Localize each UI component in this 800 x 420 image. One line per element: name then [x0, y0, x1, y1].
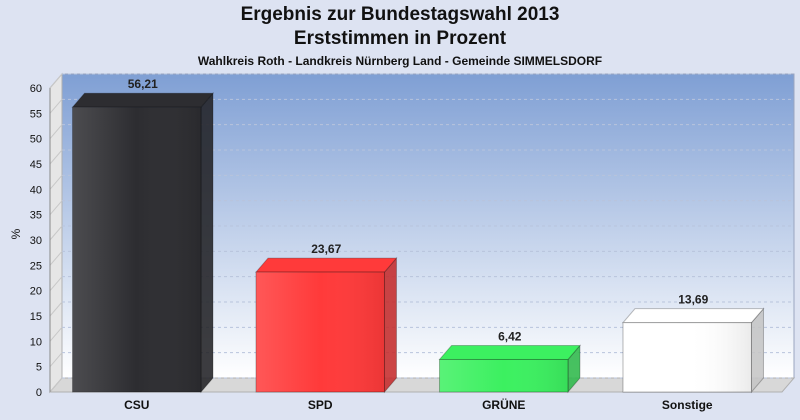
bar-shine	[623, 322, 752, 392]
y-axis-label: %	[9, 228, 23, 239]
y-tick-label: 60	[30, 83, 42, 95]
bar-top	[71, 92, 215, 108]
bar-side-shade	[200, 93, 213, 392]
y-tick-label: 5	[36, 362, 42, 374]
x-axis: CSU SPD GRÜNE Sonstige	[124, 397, 713, 412]
y-axis: 0 5 10 15 20 25 30 35 40 45 50 55 60	[30, 83, 51, 399]
grid-line-side	[49, 276, 63, 291]
x-tick-label: GRÜNE	[482, 397, 525, 412]
bar-shine	[72, 107, 201, 392]
bar-side-shade	[384, 258, 397, 392]
bar: 56,21	[71, 77, 215, 394]
grid-line-side	[49, 73, 63, 89]
bar-side-shade	[751, 308, 764, 392]
y-tick-label: 55	[30, 108, 42, 120]
chart-subtitle: Erststimmen in Prozent	[293, 28, 507, 49]
bars: 56,21 23,67 6,42 13,69	[71, 77, 765, 394]
grid-line-side	[49, 301, 63, 317]
y-tick-label: 20	[30, 286, 42, 298]
grid-line-side	[49, 200, 63, 215]
chart-title: Ergebnis zur Bundestagswahl 2013	[240, 4, 560, 25]
x-tick-label: CSU	[124, 398, 149, 412]
grid-line-side	[49, 225, 63, 241]
y-tick-label: 10	[30, 336, 42, 348]
y-tick-label: 50	[30, 134, 42, 146]
bar: 6,42	[438, 329, 582, 394]
data-label: 13,69	[678, 293, 708, 307]
chart-region-subtitle: Wahlkreis Roth - Landkreis Nürnberg Land…	[197, 54, 603, 68]
y-tick-label: 15	[30, 311, 42, 323]
grid-line-side	[49, 377, 63, 393]
bar: 23,67	[254, 242, 398, 394]
y-tick-label: 0	[36, 387, 42, 399]
data-label: 6,42	[498, 329, 522, 343]
data-label: 56,21	[128, 77, 158, 91]
bar: 13,69	[621, 293, 765, 394]
bar-shine	[439, 359, 568, 392]
grid-line-side	[49, 124, 63, 139]
grid-line-side	[49, 99, 63, 114]
y-tick-label: 40	[30, 184, 42, 196]
bar-top	[621, 308, 765, 324]
bar-top	[254, 257, 398, 273]
grid-line-side	[49, 175, 63, 190]
y-tick-label: 25	[30, 260, 42, 272]
y-tick-label: 45	[30, 159, 42, 171]
grid-line-side	[49, 327, 63, 342]
x-tick-label: Sonstige	[662, 398, 713, 412]
x-tick-label: SPD	[308, 398, 333, 412]
grid-line-side	[49, 352, 63, 367]
bar-side-shade	[567, 345, 580, 392]
grid-line-side	[49, 251, 63, 266]
bar-shine	[256, 272, 385, 392]
data-label: 23,67	[311, 242, 341, 256]
y-tick-label: 30	[30, 235, 42, 247]
bar-top	[438, 344, 582, 360]
y-tick-label: 35	[30, 210, 42, 222]
grid-line-side	[49, 149, 63, 165]
